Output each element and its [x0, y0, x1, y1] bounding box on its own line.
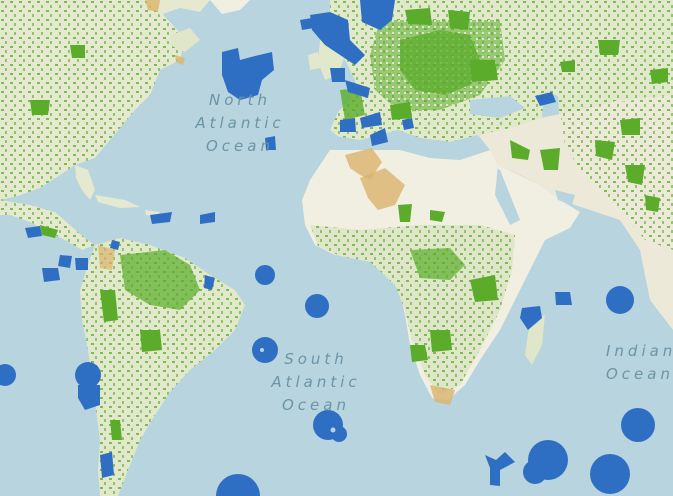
mpa-hole — [260, 348, 264, 352]
indian-ocean-line2: Ocean — [606, 365, 673, 383]
indian-ocean-label: Indian Ocean — [606, 340, 673, 386]
south-america — [80, 238, 245, 496]
north-atlantic-line3: Ocean — [206, 137, 274, 155]
north-america — [0, 0, 210, 250]
greenland — [210, 0, 250, 14]
north-atlantic-label: North Atlantic Ocean — [190, 89, 290, 158]
marine-protected-areas — [0, 0, 655, 496]
north-atlantic-line1: North — [209, 91, 271, 109]
mediterranean — [330, 130, 490, 160]
south-atlantic-label: South Atlantic Ocean — [266, 348, 366, 417]
south-atlantic-line1: South — [284, 350, 348, 368]
north-atlantic-line2: Atlantic — [195, 114, 285, 132]
mpa-hole — [330, 427, 336, 433]
south-atlantic-line3: Ocean — [282, 396, 350, 414]
indian-ocean-line1: Indian — [606, 342, 673, 360]
terrestrial-protected-areas — [30, 8, 668, 440]
south-atlantic-line2: Atlantic — [271, 373, 361, 391]
desert-protected-areas — [98, 0, 455, 405]
